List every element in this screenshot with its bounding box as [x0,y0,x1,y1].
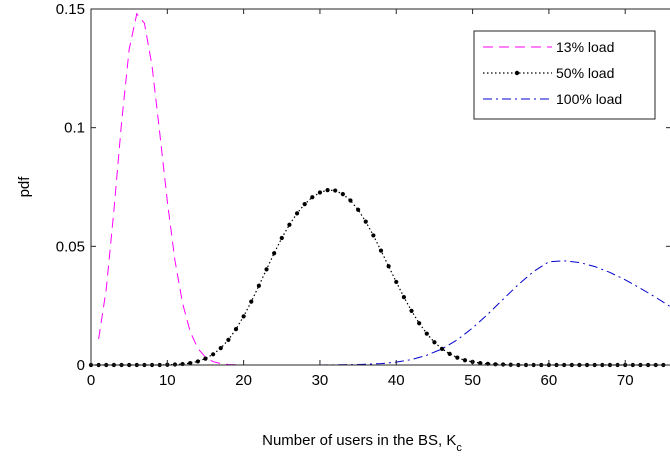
x-tick-label: 0 [87,372,95,389]
series-1-point [455,355,460,360]
series-1-point [241,314,246,319]
y-tick-label: 0.05 [56,238,85,255]
x-tick-label: 10 [159,372,176,389]
series-1-point [256,283,261,288]
series-1-point [188,361,193,366]
x-tick-label: 50 [464,372,481,389]
y-tick-label: 0.1 [64,120,85,137]
series-1-point [394,279,399,285]
legend-label-0: 13% load [556,39,614,55]
series-1-point [447,351,452,356]
series-1-point [180,361,185,367]
y-tick-label: 0.15 [56,1,85,18]
series-1-point [417,321,422,326]
series-1-point [203,356,208,361]
series-1-point [317,190,323,195]
series-1-point [333,188,338,193]
x-tick-label: 30 [312,372,329,389]
y-axis-label: pdf [16,176,33,198]
x-axis-label-main: Number of users in the BS, K [262,432,456,449]
series-1-point [195,359,200,364]
series-1-point [264,267,269,272]
series-1-point [401,295,406,300]
y-tick-label: 0 [77,357,85,374]
series-1-point [340,192,345,197]
series-1-point [424,331,429,336]
x-axis-label: Number of users in the BS, Kc [262,432,462,454]
series-1-point [287,222,292,227]
legend-label-2: 100% load [556,91,622,107]
series-1-point [272,251,277,256]
series-line-1 [91,189,664,366]
series-1-point [310,195,315,200]
series-1-point [493,362,498,367]
series-1-point [218,346,223,351]
x-tick-label: 70 [617,372,634,389]
plot-frame [90,8,670,366]
series-1-point [249,299,254,304]
series-1-point [348,198,353,203]
series-1-point [378,248,384,253]
series-1-point [371,233,376,238]
x-axis-label-subscript: c [456,442,462,454]
series-1-point [409,308,414,313]
series-1-point [279,235,284,241]
series-1-point [211,352,216,357]
series-line-0 [98,12,670,366]
legend-box [473,30,656,120]
series-1-point [294,211,300,216]
x-tick-label: 20 [235,372,252,389]
series-1-point [462,358,468,363]
series-1-point [432,340,437,345]
series-1-point [302,201,307,207]
series-1-point [226,337,231,342]
series-1-point [356,207,361,212]
x-tick-label: 40 [388,372,405,389]
series-1-point [478,361,483,366]
series-1-point [233,327,239,332]
x-tick-label: 60 [541,372,558,389]
legend-marker-1 [514,70,520,76]
legend-label-1: 50% load [556,65,614,81]
series-1-point [439,346,445,351]
series-1-point [386,264,391,269]
series-1-point [363,219,368,224]
series-1-point [325,187,330,193]
legend: 13% load 50% load 100% load [473,30,656,120]
